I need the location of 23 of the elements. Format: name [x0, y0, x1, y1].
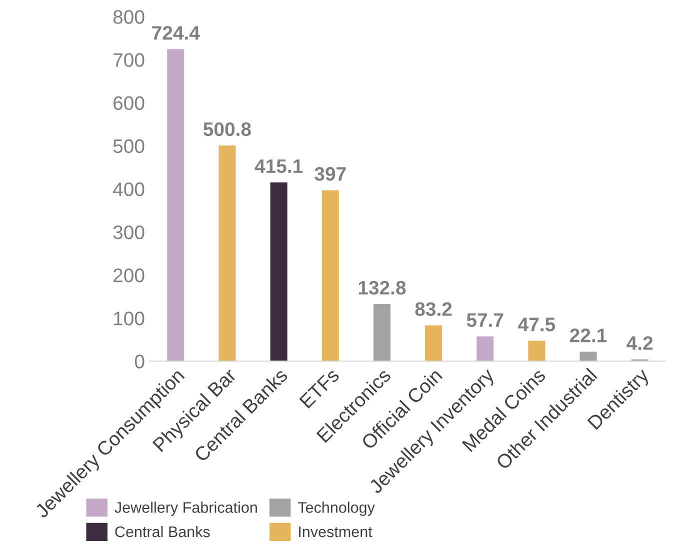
- y-tick-label: 600: [114, 96, 144, 110]
- y-tick-label: 800: [113, 10, 144, 24]
- data-label: 47.5: [518, 318, 556, 332]
- data-label: 415.1: [254, 159, 303, 174]
- y-tick-label: 700: [114, 53, 144, 67]
- y-tick-label: 400: [113, 182, 144, 196]
- y-tick-label: 500: [113, 139, 144, 154]
- data-label: 724.4: [152, 26, 200, 40]
- data-label: 397: [314, 167, 346, 181]
- y-tick-label: 200: [114, 268, 144, 282]
- legend-label: Jewellery Fabrication: [114, 502, 257, 516]
- y-tick-label: 0: [134, 354, 144, 368]
- y-tick-label: 300: [113, 225, 144, 240]
- legend-label: Investment: [299, 526, 372, 538]
- data-label: 4.2: [626, 336, 653, 350]
- data-label: 22.1: [570, 328, 607, 342]
- data-label: 57.7: [466, 313, 504, 327]
- legend-label: Technology: [298, 502, 375, 516]
- data-label: 83.2: [415, 302, 452, 316]
- y-tick-label: 100: [114, 312, 144, 326]
- legend-label: Central Banks: [115, 526, 210, 538]
- data-label: 500.8: [203, 122, 251, 136]
- data-label: 132.8: [358, 280, 406, 295]
